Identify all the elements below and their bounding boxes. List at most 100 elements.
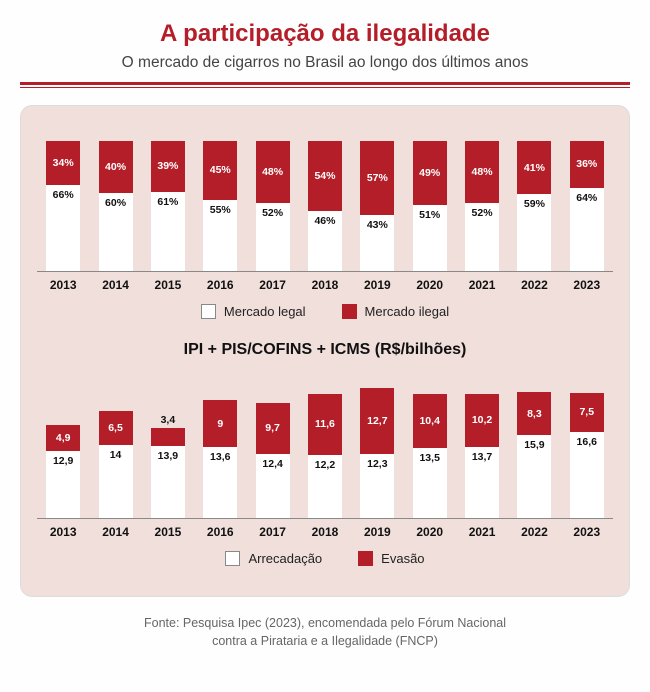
market-bar-legal-label: 52% [262,207,283,219]
market-bar-illegal-label: 41% [524,162,545,174]
market-legend: Mercado legal Mercado ilegal [37,304,613,319]
market-bar-illegal-label: 54% [314,170,335,182]
tax-bar-arrec: 12,9 [46,451,80,518]
market-bar-illegal-label: 39% [157,160,178,172]
charts-panel: 34%66%40%60%39%61%45%55%48%52%54%46%57%4… [20,105,630,597]
market-bar-illegal: 48% [256,141,290,203]
market-xtick: 2020 [406,278,454,292]
tax-bar-evasao-label: 9 [217,418,223,430]
tax-bar-arrec: 12,3 [360,454,394,518]
tax-bar: 11,6 12,2 [308,394,342,518]
market-xtick: 2014 [91,278,139,292]
source-line2: contra a Pirataria e a Ilegalidade (FNCP… [212,634,438,648]
tax-xtick: 2021 [458,525,506,539]
tax-bar-evasao: 10,2 [465,394,499,447]
market-bar-illegal-label: 49% [419,167,440,179]
tax-bar-arrec-label: 16,6 [577,436,597,448]
market-bar: 48%52% [465,141,499,271]
tax-xtick: 2018 [301,525,349,539]
market-bar-legal-label: 46% [314,215,335,227]
tax-bar-col: 9,7 12,4 [248,369,296,518]
market-bar-illegal: 48% [465,141,499,203]
tax-bar: 12,7 12,3 [360,388,394,518]
tax-bar-arrec-label: 12,4 [262,458,282,470]
market-xtick: 2023 [563,278,611,292]
tax-bar-arrec: 16,6 [570,432,604,518]
market-bar-illegal-label: 34% [53,157,74,169]
tax-bar-col: 3,413,9 [144,369,192,518]
tax-bar-evasao: 6,5 [99,411,133,445]
tax-bar-evasao: 12,7 [360,388,394,454]
market-xtick: 2018 [301,278,349,292]
market-bar: 41% 59% [517,141,551,271]
tax-bar-col: 7,5 16,6 [563,369,611,518]
market-bar: 49%51% [413,141,447,271]
market-bar-legal: 60% [99,193,133,271]
tax-bars-area: 4,912,96,5143,413,9913,69,712,411,612,21… [37,369,613,519]
tax-bar-col: 8,315,9 [510,369,558,518]
market-bar-illegal: 49% [413,141,447,205]
tax-bar-evasao: 11,6 [308,394,342,454]
market-bar-illegal: 41% [517,141,551,194]
market-bar-illegal-label: 57% [367,172,388,184]
tax-bar-arrec: 14 [99,445,133,518]
tax-chart-heading: IPI + PIS/COFINS + ICMS (R$/bilhões) [37,341,613,359]
tax-bar-evasao-label: 4,9 [56,432,71,444]
tax-bar: 913,6 [203,400,237,518]
tax-bar-col: 11,6 12,2 [301,369,349,518]
tax-bar-evasao: 9,7 [256,403,290,453]
tax-bar-evasao: 8,3 [517,392,551,435]
market-bar-illegal: 39% [151,141,185,192]
market-bar-legal: 52% [465,203,499,271]
market-bar: 34%66% [46,141,80,271]
market-bar-col: 49%51% [406,122,454,271]
market-bar-legal: 59% [517,194,551,271]
swatch-red-icon [342,304,357,319]
market-xtick: 2017 [248,278,296,292]
tax-bar: 8,315,9 [517,392,551,518]
market-bar-illegal-label: 48% [262,166,283,178]
tax-bar: 3,413,9 [151,428,185,518]
tax-bar-arrec: 13,5 [413,448,447,518]
tax-chart: IPI + PIS/COFINS + ICMS (R$/bilhões) 4,9… [37,337,613,584]
market-bar: 57%43% [360,141,394,271]
subtitle: O mercado de cigarros no Brasil ao longo… [20,54,630,72]
tax-bar-arrec-label: 13,9 [158,450,178,462]
market-bar-illegal: 40% [99,141,133,193]
tax-xtick: 2020 [406,525,454,539]
tax-bar-arrec: 12,2 [308,455,342,518]
tax-bar-arrec: 13,6 [203,447,237,518]
market-bar-legal: 64% [570,188,604,271]
tax-bar-arrec-label: 12,3 [367,458,387,470]
tax-xtick: 2013 [39,525,87,539]
tax-bar-arrec-label: 13,7 [472,451,492,463]
tax-xaxis: 2013201420152016201720182019202020212022… [37,525,613,539]
legend-item-legal: Mercado legal [201,304,306,319]
tax-bar-arrec-label: 14 [110,449,122,461]
market-bar-illegal: 54% [308,141,342,211]
market-bars-area: 34%66%40%60%39%61%45%55%48%52%54%46%57%4… [37,122,613,272]
market-bar-col: 45%55% [196,122,244,271]
legend-label-illegal: Mercado ilegal [365,304,450,319]
tax-bar-evasao-label: 12,7 [367,415,387,427]
tax-bar-evasao-label: 10,4 [419,415,439,427]
tax-bar-evasao-label: 7,5 [579,406,594,418]
market-bar-col: 36%64% [563,122,611,271]
tax-bar-evasao-label: 9,7 [265,422,280,434]
market-bar: 40%60% [99,141,133,271]
tax-bar-arrec: 12,4 [256,454,290,518]
market-bar: 48% 52% [256,141,290,271]
swatch-white-icon [201,304,216,319]
tax-bar: 10,4 13,5 [413,394,447,518]
tax-bar-col: 913,6 [196,369,244,518]
tax-bar-evasao-label: 6,5 [108,422,123,434]
market-bar-col: 40%60% [91,122,139,271]
market-bar-illegal: 57% [360,141,394,215]
tax-bar: 10,2 13,7 [465,394,499,518]
market-bar-col: 48%52% [458,122,506,271]
tax-bar-evasao: 4,9 [46,425,80,450]
tax-bar-evasao-label: 11,6 [315,418,335,430]
market-xtick: 2013 [39,278,87,292]
market-bar-illegal: 34% [46,141,80,185]
market-xtick: 2019 [353,278,401,292]
